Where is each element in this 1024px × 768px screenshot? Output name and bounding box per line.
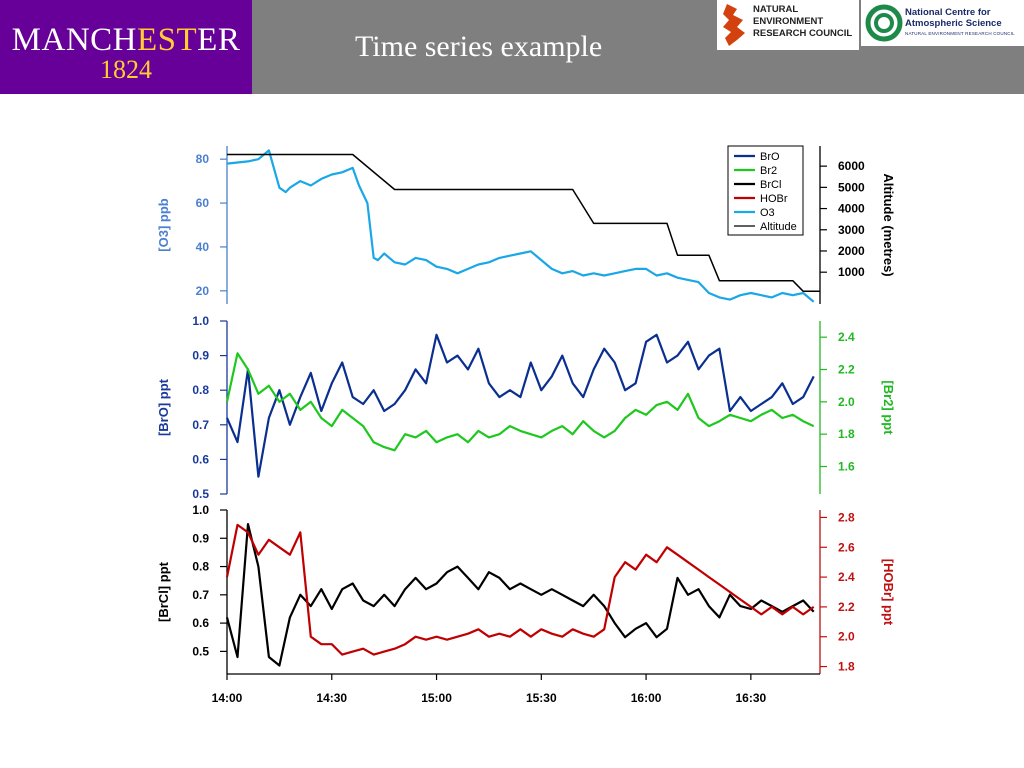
legend-box	[727, 145, 804, 236]
right-tick-label: 2.4	[838, 570, 855, 584]
legend-label: BrO	[760, 151, 780, 163]
series-line-brcl	[225, 522, 815, 667]
nerc-line: NATURAL	[753, 4, 799, 15]
left-tick-label: 0.7	[192, 418, 209, 432]
left-axis-title: [O3] ppb	[156, 198, 171, 251]
x-tick-label: 15:00	[421, 691, 452, 705]
legend-label: O3	[760, 207, 775, 219]
ncas-line: National Centre for	[905, 7, 991, 18]
left-tick-label: 0.6	[192, 616, 209, 630]
right-tick-label: 2.6	[838, 540, 855, 554]
page-title: Time series example	[355, 30, 603, 63]
series-line-bro	[225, 333, 815, 478]
legend-label: Altitude	[760, 221, 797, 233]
left-tick-label: 60	[196, 196, 210, 210]
series-line-altitude	[227, 153, 820, 293]
right-axis-title: [Br2] ppt	[881, 380, 896, 435]
left-tick-label: 0.9	[192, 349, 209, 363]
left-tick-label: 0.8	[192, 560, 209, 574]
left-tick-label: 20	[196, 284, 210, 298]
right-tick-label: 5000	[838, 180, 865, 194]
ncas-logo: National Centre for Atmospheric Science …	[861, 0, 1024, 46]
nerc-emblem-icon	[723, 4, 745, 46]
x-tick-label: 15:30	[526, 691, 557, 705]
right-tick-label: 1.6	[838, 460, 855, 474]
legend-label: Br2	[760, 165, 777, 177]
series-line-hobr	[225, 523, 815, 656]
left-tick-label: 0.7	[192, 588, 209, 602]
manchester-year: 1824	[100, 55, 152, 84]
right-tick-label: 1.8	[838, 660, 855, 674]
left-tick-label: 1.0	[192, 503, 209, 517]
right-tick-label: 4000	[838, 202, 865, 216]
right-tick-label: 2000	[838, 244, 865, 258]
right-tick-label: 2.0	[838, 630, 855, 644]
right-axis-title: [HOBr] ppt	[881, 559, 896, 626]
right-tick-label: 1.8	[838, 427, 855, 441]
left-tick-label: 0.5	[192, 487, 209, 501]
left-tick-label: 1.0	[192, 314, 209, 328]
right-tick-label: 1000	[838, 265, 865, 279]
legend-label: HOBr	[760, 193, 788, 205]
chart-legend: BrO Br2 BrCl HOBr O3 Altitude	[727, 145, 804, 236]
x-tick-label: 16:00	[631, 691, 662, 705]
manchester-wordmark: MANCHESTER	[11, 22, 241, 58]
right-tick-label: 2.2	[838, 600, 855, 614]
panel-ozone-altitude: 20 40 60 80 [O3] ppb 1000 2000 3000 4000 5000 6000…	[156, 146, 896, 304]
left-axis-title: [BrCl] ppt	[156, 561, 171, 622]
left-tick-label: 0.6	[192, 452, 209, 466]
right-tick-label: 6000	[838, 159, 865, 173]
panel-bro-br2: 0.5 0.6 0.7 0.8 0.9 1.0 [BrO] ppt 1.6 1.8 2.0 2.2 2…	[156, 314, 896, 501]
right-tick-label: 2.2	[838, 363, 855, 377]
nerc-logo: NATURAL ENVIRONMENT RESEARCH COUNCIL	[717, 0, 859, 50]
left-tick-label: 0.5	[192, 644, 209, 658]
right-axis-title: Altitude (metres)	[881, 173, 896, 276]
series-line-o3	[226, 149, 815, 303]
ncas-subtitle: NATURAL ENVIRONMENT RESEARCH COUNCIL	[905, 31, 1015, 36]
right-tick-label: 3000	[838, 223, 865, 237]
series-line-br2	[225, 352, 815, 452]
left-axis-title: [BrO] ppt	[156, 378, 171, 436]
left-tick-label: 40	[196, 240, 210, 254]
left-tick-label: 0.8	[192, 383, 209, 397]
x-tick-label: 16:30	[736, 691, 767, 705]
right-tick-label: 2.8	[838, 510, 855, 524]
x-tick-label: 14:30	[316, 691, 347, 705]
right-tick-label: 2.0	[838, 395, 855, 409]
x-tick-label: 14:00	[212, 691, 243, 705]
nerc-line: RESEARCH COUNCIL	[753, 28, 853, 39]
left-tick-label: 0.9	[192, 531, 209, 545]
ncas-line: Atmospheric Science	[905, 18, 1002, 29]
legend-label: BrCl	[760, 179, 781, 191]
left-tick-label: 80	[196, 152, 210, 166]
panel-brcl-hobr: 0.5 0.6 0.7 0.8 0.9 1.0 [BrCl] ppt 1.8 2.0 2.2 2.4…	[156, 503, 896, 705]
right-tick-label: 2.4	[838, 330, 855, 344]
nerc-line: ENVIRONMENT	[753, 16, 824, 27]
manchester-logo: MANCHESTER 1824	[0, 0, 252, 94]
ncas-emblem-icon	[865, 4, 903, 42]
